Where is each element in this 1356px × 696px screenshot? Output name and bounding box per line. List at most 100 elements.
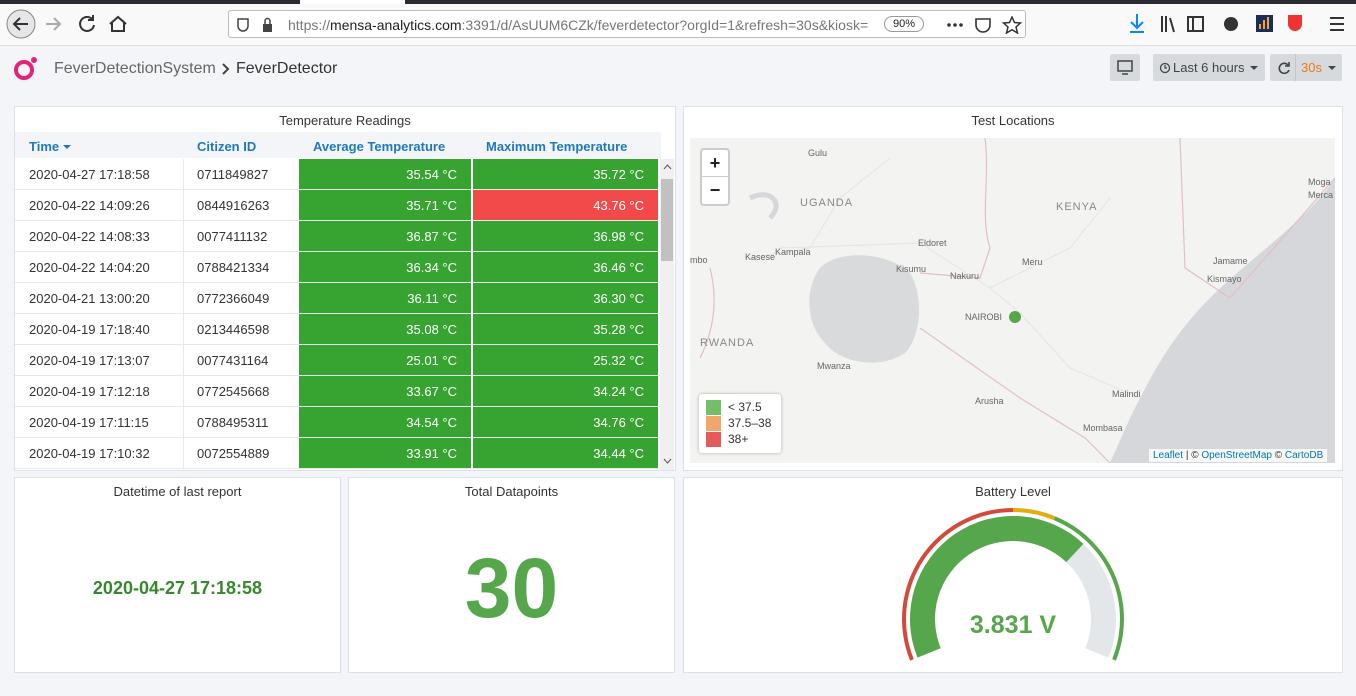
zoom-in[interactable]: + bbox=[702, 150, 728, 177]
panel-title: Temperature Readings bbox=[15, 113, 675, 128]
text: | © bbox=[1186, 450, 1199, 461]
colored-cell: 35.28 °C bbox=[473, 314, 658, 344]
table-panel: Temperature Readings Time Citizen ID Ave… bbox=[14, 106, 676, 471]
column-header[interactable]: Time bbox=[29, 139, 72, 154]
cell: 2020-04-21 13:00:20 bbox=[29, 291, 150, 306]
colored-cell: 34.44 °C bbox=[473, 438, 658, 468]
cell bbox=[183, 252, 184, 283]
place: mbo bbox=[690, 255, 708, 265]
refresh-picker[interactable]: 30s bbox=[1270, 54, 1342, 81]
scroll-thumb[interactable] bbox=[661, 179, 673, 261]
gauge: 3.831 V bbox=[684, 478, 1342, 672]
cell: 0077431164 bbox=[197, 353, 268, 368]
colored-cell: 36.34 °C bbox=[299, 252, 471, 282]
url-actions bbox=[944, 16, 1024, 34]
place: Mwanza bbox=[817, 361, 851, 371]
gauge-value: 3.831 V bbox=[970, 611, 1057, 639]
location-marker[interactable] bbox=[1009, 311, 1021, 323]
scrollbar[interactable] bbox=[660, 159, 674, 471]
url-scheme: https:// bbox=[288, 17, 330, 33]
cell: 0772545668 bbox=[197, 384, 269, 399]
place: Kisumu bbox=[896, 264, 926, 274]
place: RWANDA bbox=[700, 337, 754, 349]
cell: 0772366049 bbox=[197, 291, 269, 306]
place: Gulu bbox=[808, 148, 827, 158]
stat-value: 30 bbox=[349, 540, 674, 637]
colored-cell: 25.32 °C bbox=[473, 345, 658, 375]
gauge-panel: Battery Level 3.831 V bbox=[683, 477, 1343, 673]
cell: 2020-04-19 17:11:15 bbox=[29, 415, 149, 430]
column-header[interactable]: Maximum Temperature bbox=[486, 139, 627, 154]
panel-title: Total Datapoints bbox=[349, 484, 674, 499]
colored-cell: 36.87 °C bbox=[299, 221, 471, 251]
colored-cell: 25.01 °C bbox=[299, 345, 471, 375]
cell: 0077411132 bbox=[197, 229, 267, 244]
stat-value: 2020-04-27 17:18:58 bbox=[15, 578, 340, 599]
place: UGANDA bbox=[800, 197, 853, 209]
cell: 2020-04-22 14:08:33 bbox=[29, 229, 150, 244]
cell bbox=[183, 314, 184, 345]
column-header[interactable]: Citizen ID bbox=[197, 139, 256, 154]
home-button[interactable] bbox=[110, 17, 126, 31]
cell: 0788421334 bbox=[197, 260, 269, 275]
cell bbox=[183, 345, 184, 376]
place: Merca bbox=[1308, 190, 1333, 200]
sort-icon bbox=[62, 143, 72, 151]
map[interactable]: Gulu UGANDA KENYA Eldoret Kampala Kasese… bbox=[690, 138, 1335, 463]
cell: 0072554889 bbox=[197, 446, 269, 461]
cell bbox=[183, 407, 184, 438]
cell: 0844916263 bbox=[197, 198, 269, 213]
breadcrumb-dashboard[interactable]: FeverDetector bbox=[236, 60, 337, 78]
colored-cell: 34.76 °C bbox=[473, 407, 658, 437]
colored-cell: 35.08 °C bbox=[299, 314, 471, 344]
place: Mombasa bbox=[1083, 423, 1123, 433]
tv-mode-button[interactable] bbox=[1110, 54, 1140, 81]
legend-swatch bbox=[706, 400, 721, 415]
link[interactable]: OpenStreetMap bbox=[1201, 450, 1272, 461]
reload-button[interactable] bbox=[80, 15, 94, 31]
colored-cell: 35.71 °C bbox=[299, 190, 471, 220]
nav-buttons bbox=[0, 4, 230, 44]
text: © bbox=[1275, 450, 1282, 461]
table-body: 2020-04-27 17:18:58071184982735.54 °C35.… bbox=[15, 159, 660, 471]
map-legend: < 37.537.5–3838+ bbox=[699, 394, 781, 453]
column-header[interactable]: Average Temperature bbox=[313, 139, 445, 154]
url-bar[interactable]: https://mensa-analytics.com:3391/d/AsUUM… bbox=[228, 10, 1026, 38]
breadcrumb-folder[interactable]: FeverDetectionSystem bbox=[54, 60, 216, 78]
time-range: Last 6 hours bbox=[1173, 60, 1245, 75]
cell: 2020-04-19 17:10:32 bbox=[29, 446, 150, 461]
time-picker[interactable]: Last 6 hours bbox=[1153, 54, 1265, 81]
place: Meru bbox=[1022, 257, 1043, 267]
stat-panel: Datetime of last report 2020-04-27 17:18… bbox=[14, 477, 341, 673]
place: Moga bbox=[1308, 177, 1331, 187]
cell: 0788495311 bbox=[197, 415, 268, 430]
link[interactable]: CartoDB bbox=[1285, 450, 1323, 461]
cell: 0711849827 bbox=[197, 167, 268, 182]
legend-swatch bbox=[706, 432, 721, 447]
browser-extensions bbox=[1125, 10, 1350, 38]
security-icons bbox=[235, 16, 275, 34]
zoom-control: + − bbox=[700, 148, 730, 206]
link[interactable]: Leaflet bbox=[1153, 450, 1183, 461]
colored-cell: 34.54 °C bbox=[299, 407, 471, 437]
place: Kismayo bbox=[1207, 274, 1242, 284]
zoom-out[interactable]: − bbox=[702, 177, 728, 203]
colored-cell: 36.46 °C bbox=[473, 252, 658, 282]
place: Kampala bbox=[775, 247, 811, 257]
zoom-badge[interactable]: 90% bbox=[884, 16, 924, 32]
cell bbox=[183, 283, 184, 314]
colored-cell: 33.91 °C bbox=[299, 438, 471, 468]
grafana-logo bbox=[10, 54, 42, 82]
panel-title: Datetime of last report bbox=[15, 484, 340, 499]
forward-button[interactable] bbox=[46, 18, 60, 30]
place: Malindi bbox=[1112, 389, 1141, 399]
cell bbox=[183, 376, 184, 407]
browser-toolbar: https://mensa-analytics.com:3391/d/AsUUM… bbox=[0, 0, 1356, 46]
place: KENYA bbox=[1056, 201, 1097, 213]
active-tab[interactable] bbox=[300, 0, 405, 4]
place: Eldoret bbox=[918, 238, 947, 248]
map-attribution: Leaflet | © OpenStreetMap © CartoDB bbox=[1149, 449, 1327, 462]
panel-title: Test Locations bbox=[684, 113, 1342, 128]
url-text: https://mensa-analytics.com:3391/d/AsUUM… bbox=[288, 17, 868, 33]
